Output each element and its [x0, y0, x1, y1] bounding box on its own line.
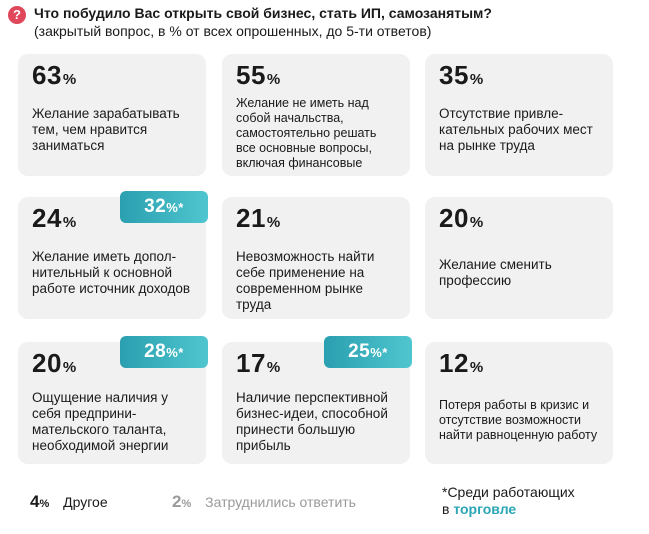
answer-card: 55% Желание не иметь над собой начальств…	[222, 54, 410, 176]
answer-value: 20%	[439, 203, 484, 233]
other-answer: 4% Другое	[30, 492, 108, 512]
answer-label: Наличие перспективной бизнес-идеи, спосо…	[236, 390, 388, 453]
undecided-label: Затруднились ответить	[205, 494, 356, 510]
question-icon: ?	[8, 6, 26, 24]
answer-label: Желание не иметь над собой начальства, с…	[236, 96, 377, 170]
answer-card: 21% Невозможность найти себе применение …	[222, 197, 410, 319]
answer-label: Ощущение наличия у себя предприни-матель…	[32, 390, 169, 453]
trade-badge: 32%*	[120, 191, 208, 223]
undecided-answer: 2% Затруднились ответить	[172, 492, 356, 512]
footnote-line2: в торговле	[442, 501, 517, 517]
answer-card: 20% 28%* Ощущение наличия у себя предпри…	[18, 336, 208, 464]
answer-card: 12% Потеря работы в кризис и отсутствие …	[425, 342, 613, 464]
answer-label: Желание сменить профессию	[439, 257, 552, 288]
answer-card: 20% Желание сменить профессию	[425, 197, 613, 319]
undecided-value: 2%	[172, 492, 192, 511]
question-subtitle: (закрытый вопрос, в % от всех опрошенных…	[34, 23, 432, 39]
answer-card: 17% 25%* Наличие перспективной бизнес-ид…	[222, 336, 412, 464]
question-header: ? Что побудило Вас открыть свой бизнес, …	[8, 4, 638, 40]
answer-label: Невозможность найти себе применение на с…	[236, 249, 375, 312]
footnote-highlight: торговле	[453, 501, 517, 517]
question-title: Что побудило Вас открыть свой бизнес, ст…	[34, 5, 492, 21]
answer-card: 35% Отсутствие привле-кательных рабочих …	[425, 54, 613, 176]
answer-value: 20%	[32, 348, 77, 378]
answer-value: 24%	[32, 203, 77, 233]
footnote: *Среди работающих в торговле	[442, 484, 575, 518]
answer-card: 63% Желание зарабатывать тем, чем нравит…	[18, 54, 206, 176]
answer-value: 55%	[236, 60, 281, 90]
other-label: Другое	[63, 494, 108, 510]
other-value: 4%	[30, 492, 50, 511]
footnote-line1: *Среди работающих	[442, 484, 575, 500]
answer-value: 35%	[439, 60, 484, 90]
trade-badge: 28%*	[120, 336, 208, 368]
answer-value: 17%	[236, 348, 281, 378]
answer-value: 12%	[439, 348, 484, 378]
answer-label: Потеря работы в кризис и отсутствие возм…	[439, 398, 598, 442]
answer-label: Отсутствие привле-кательных рабочих мест…	[439, 106, 593, 153]
answer-card: 24% 32%* Желание иметь допол-нительный к…	[18, 191, 208, 319]
answer-value: 21%	[236, 203, 281, 233]
answer-label: Желание иметь допол-нительный к основной…	[32, 249, 191, 296]
trade-badge: 25%*	[324, 336, 412, 368]
answer-value: 63%	[32, 60, 77, 90]
answer-label: Желание зарабатывать тем, чем нравится з…	[32, 106, 180, 153]
